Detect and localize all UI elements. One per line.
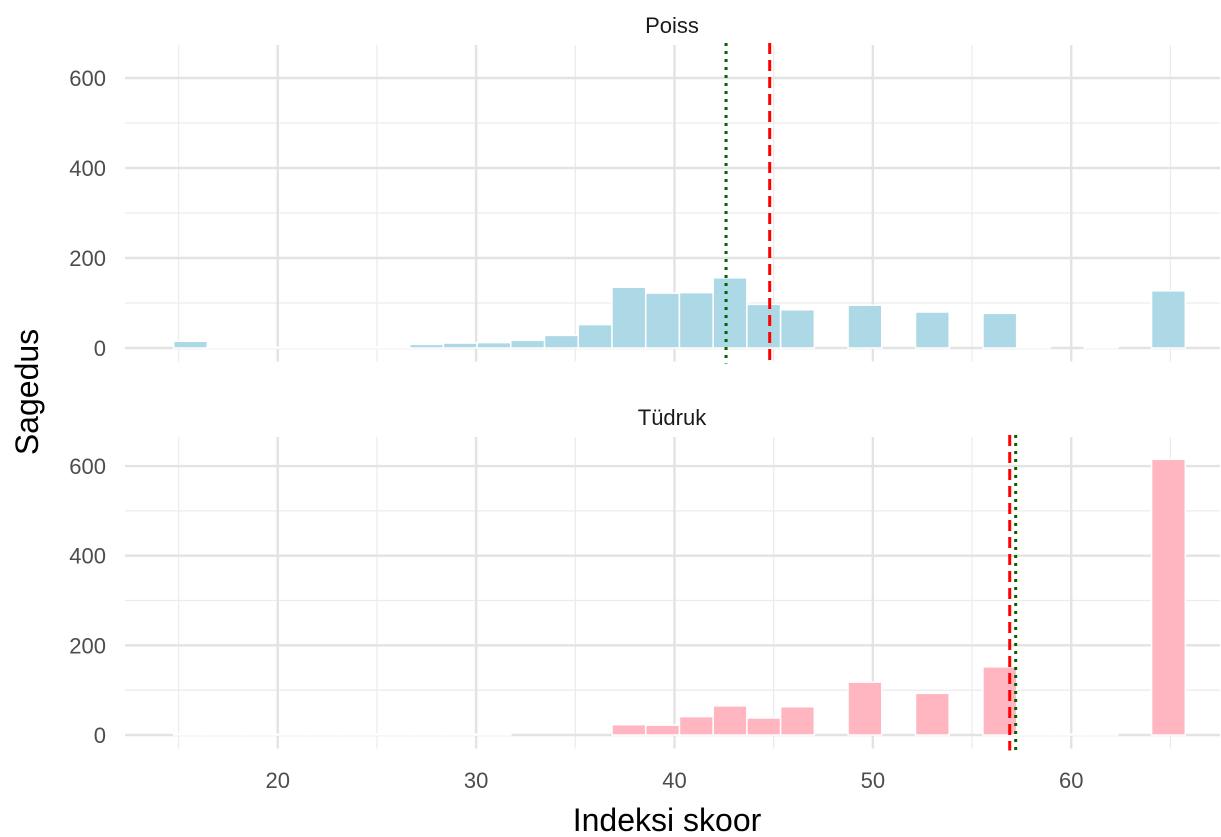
histogram-bar — [914, 311, 950, 349]
histogram-bar — [746, 717, 782, 736]
facet-title-tudruk: Tüdruk — [638, 405, 707, 430]
y-tick-label: 400 — [69, 156, 106, 181]
histogram-bar — [341, 346, 377, 349]
histogram-bar — [847, 304, 883, 349]
y-tick-label: 200 — [69, 246, 106, 271]
histogram-bar — [1015, 733, 1052, 736]
histogram-bar — [577, 323, 613, 349]
panel-poiss: Poiss 0 200 400 600 — [69, 13, 1220, 364]
histogram-bar — [172, 340, 209, 349]
histogram-bar — [914, 692, 950, 736]
histogram-bar — [408, 343, 445, 349]
histogram-bar — [1083, 733, 1119, 736]
x-axis-title: Indeksi skoor — [573, 802, 762, 837]
histogram-bar — [678, 715, 714, 736]
histogram-bar — [307, 733, 343, 736]
y-tick-label: 400 — [69, 544, 106, 569]
x-tick-label: 20 — [266, 768, 290, 793]
x-tick-label: 40 — [662, 768, 686, 793]
histogram-bar — [1150, 458, 1187, 736]
histogram-bar — [543, 334, 580, 349]
histogram-bar — [644, 292, 681, 349]
histogram-bar — [1049, 733, 1085, 736]
reference-lines-tudruk — [1008, 435, 1018, 751]
major-grid-tudruk — [125, 437, 1220, 749]
histogram-bar — [611, 723, 647, 736]
y-tick-label: 0 — [94, 723, 106, 748]
histogram-bar — [274, 733, 310, 736]
y-tick-label: 200 — [69, 633, 106, 658]
histogram-bar — [375, 733, 411, 736]
x-tick-labels: 20 30 40 50 60 — [266, 768, 1084, 793]
bars-poiss — [172, 277, 1187, 349]
histogram-bar — [476, 733, 512, 736]
histogram-bar — [476, 341, 512, 349]
histogram-bar — [779, 706, 816, 736]
histogram-bar — [1083, 346, 1119, 349]
reference-lines-poiss — [724, 43, 772, 364]
histogram-bar — [982, 312, 1018, 349]
histogram-bar — [206, 346, 242, 349]
x-tick-label: 50 — [861, 768, 885, 793]
panel-tudruk: Tüdruk 0 200 400 600 — [69, 405, 1220, 751]
y-tick-labels-poiss: 0 200 400 600 — [69, 66, 106, 361]
y-tick-label: 600 — [69, 66, 106, 91]
histogram-bar — [847, 681, 883, 736]
histogram-bar — [442, 342, 478, 349]
histogram-bar — [982, 666, 1018, 736]
histogram-bar — [510, 339, 546, 349]
histogram-bar — [1015, 346, 1052, 349]
minor-grid-tudruk — [125, 437, 1220, 749]
x-tick-label: 60 — [1059, 768, 1083, 793]
histogram-bar — [206, 733, 242, 736]
histogram-bar — [1150, 290, 1187, 349]
histogram-bar — [678, 291, 714, 349]
facet-title-poiss: Poiss — [645, 13, 699, 38]
histogram-bar — [240, 346, 276, 349]
histogram-bar — [746, 303, 782, 349]
histogram-bar — [172, 733, 209, 736]
bars-tudruk — [172, 458, 1187, 736]
histogram-bar — [779, 309, 816, 349]
x-tick-label: 30 — [464, 768, 488, 793]
histogram-bar — [712, 277, 748, 349]
histogram-bar — [341, 733, 377, 736]
y-tick-label: 0 — [94, 336, 106, 361]
histogram-bar — [712, 705, 748, 736]
histogram-bar — [274, 346, 310, 349]
histogram-bar — [375, 346, 411, 349]
y-tick-labels-tudruk: 0 200 400 600 — [69, 454, 106, 748]
histogram-bar — [644, 724, 681, 736]
y-axis-title: Sagedus — [9, 329, 45, 455]
histogram-bar — [442, 733, 478, 736]
y-tick-label: 600 — [69, 454, 106, 479]
histogram-bar — [240, 733, 276, 736]
histogram-bar — [307, 346, 343, 349]
histogram-bar — [611, 286, 647, 349]
histogram-bar — [408, 733, 445, 736]
